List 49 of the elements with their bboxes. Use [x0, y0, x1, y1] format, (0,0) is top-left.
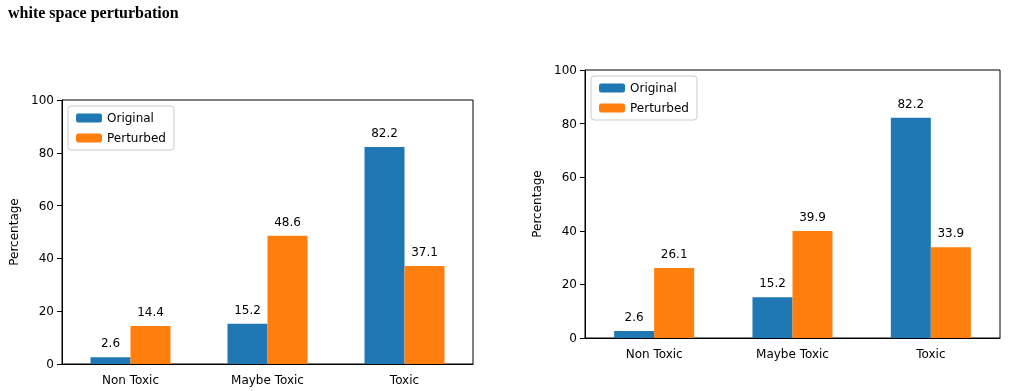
- data-label: 82.2: [371, 125, 398, 140]
- data-label: 37.1: [411, 245, 438, 260]
- legend-label: Perturbed: [107, 131, 166, 145]
- x-tick-label: Toxic: [388, 373, 420, 387]
- y-tick-label: 40: [561, 223, 577, 238]
- y-tick-label: 80: [561, 116, 577, 131]
- bar: [752, 297, 793, 338]
- y-tick-label: 20: [561, 277, 577, 292]
- bar: [364, 146, 405, 364]
- legend-label: Original: [107, 111, 154, 125]
- data-label: 82.2: [897, 96, 925, 111]
- bar: [267, 235, 308, 364]
- x-tick-label: Toxic: [915, 347, 946, 361]
- y-tick-label: 80: [38, 145, 54, 160]
- bar: [130, 325, 171, 364]
- data-label: 14.4: [137, 304, 164, 319]
- y-tick-label: 0: [46, 357, 54, 371]
- bar: [227, 323, 268, 364]
- y-tick-label: 0: [569, 331, 577, 345]
- data-label: 15.2: [759, 276, 786, 291]
- legend-label: Original: [630, 81, 677, 95]
- bar: [654, 268, 695, 338]
- y-tick-label: 60: [38, 198, 54, 213]
- data-label: 39.9: [799, 210, 826, 225]
- data-label: 2.6: [624, 310, 644, 325]
- y-tick-label: 100: [31, 93, 54, 107]
- x-tick-label: Maybe Toxic: [231, 373, 304, 387]
- bar: [614, 331, 655, 338]
- bar: [90, 357, 131, 364]
- x-tick-label: Non Toxic: [625, 347, 683, 361]
- y-tick-label: 100: [554, 63, 577, 77]
- bar: [792, 231, 833, 338]
- data-label: 15.2: [234, 302, 261, 317]
- data-label: 26.1: [660, 247, 688, 262]
- legend-label: Perturbed: [630, 101, 689, 115]
- y-axis-title: Percentage: [7, 198, 22, 266]
- x-tick-label: Non Toxic: [101, 373, 160, 387]
- x-tick-label: Maybe Toxic: [756, 347, 829, 361]
- y-tick-label: 20: [38, 304, 54, 319]
- bar: [890, 117, 931, 338]
- data-label: 2.6: [100, 336, 121, 351]
- bar: [930, 247, 971, 338]
- y-tick-label: 40: [38, 251, 54, 266]
- bar: [404, 266, 445, 364]
- y-axis-title: Percentage: [530, 170, 545, 238]
- chart-title: white space perturbation: [8, 4, 179, 22]
- data-label: 48.6: [274, 214, 301, 229]
- y-tick-label: 60: [561, 170, 577, 185]
- data-label: 33.9: [937, 226, 965, 241]
